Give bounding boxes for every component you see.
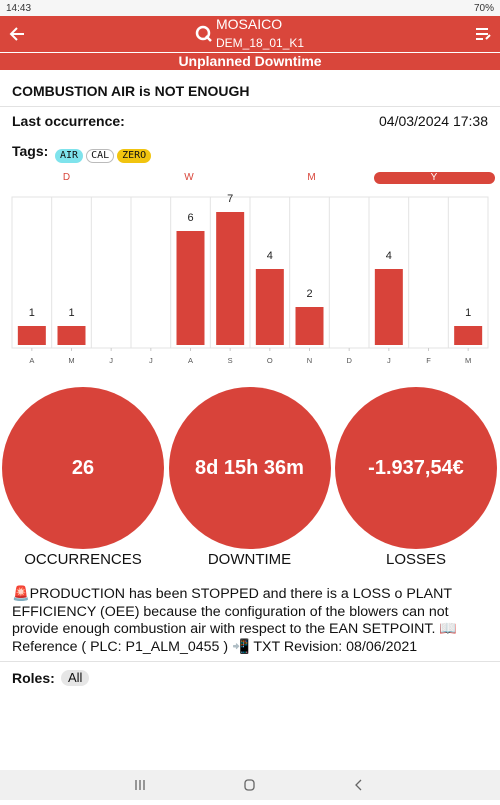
bar: [176, 231, 205, 345]
app-logo: [195, 25, 212, 42]
bar: [295, 307, 324, 345]
bar-value-label: 4: [386, 250, 392, 262]
kpi-label: OCCURRENCES: [24, 551, 142, 568]
x-tick-label: J: [109, 356, 113, 365]
separator: [0, 661, 500, 662]
clock: 14:43: [6, 3, 32, 14]
home-button[interactable]: [244, 779, 255, 791]
x-tick-label: S: [228, 356, 233, 365]
bar-value-label: 1: [68, 307, 74, 319]
x-tick-label: D: [346, 356, 352, 365]
bar: [374, 269, 403, 345]
plant-name: MOSAICO: [216, 16, 283, 32]
description: 🚨PRODUCTION has been STOPPED and there i…: [12, 586, 458, 655]
x-tick-label: N: [307, 356, 312, 365]
kpi-label: LOSSES: [385, 551, 447, 568]
separator: [0, 106, 500, 107]
status-bar: 14:43 70%: [0, 0, 500, 16]
bar: [255, 269, 284, 345]
x-tick-label: J: [387, 356, 391, 365]
bar: [216, 212, 245, 345]
tag: AIR: [55, 149, 84, 163]
kpi-circle: 26: [2, 387, 164, 549]
x-tick-label: O: [267, 356, 273, 365]
navigation-bar: [0, 770, 500, 800]
machine-code: DEM_18_01_K1: [216, 36, 305, 50]
kpi-circle: -1.937,54€: [335, 387, 497, 549]
period-tab[interactable]: M: [307, 172, 316, 183]
last-occurrence-label: Last occurrence:: [12, 113, 125, 129]
x-tick-label: J: [149, 356, 153, 365]
tag: CAL: [86, 149, 115, 163]
recents-button[interactable]: [135, 780, 145, 790]
back-button[interactable]: [8, 24, 28, 44]
bar-value-label: 1: [465, 307, 471, 319]
tag-list: AIR CAL ZERO: [55, 145, 154, 163]
x-tick-label: A: [29, 356, 34, 365]
bar-value-label: 2: [306, 288, 312, 300]
nav-icons: [135, 779, 362, 791]
period-tab[interactable]: D: [62, 172, 71, 183]
x-tick-label: F: [426, 356, 431, 365]
period-tab[interactable]: Y: [373, 172, 495, 184]
bar: [17, 326, 46, 345]
section-title: Unplanned Downtime: [0, 52, 500, 70]
menu-button[interactable]: [474, 26, 492, 42]
x-tick-label: A: [188, 356, 193, 365]
x-tick-label: M: [465, 356, 471, 365]
bar: [454, 326, 483, 345]
kpi-circle: 8d 15h 36m: [168, 387, 331, 549]
kpi-label: DOWNTIME: [207, 551, 292, 568]
app-bar: MOSAICO DEM_18_01_K1: [0, 16, 500, 52]
alarm-title: COMBUSTION AIR is NOT ENOUGH: [12, 83, 250, 99]
bar-chart: 1 A 1 M J J 6 A 7 S 4 O 2 N D 4 J F 1 M: [11, 193, 489, 365]
bar-value-label: 4: [267, 250, 273, 262]
tag: ZERO: [117, 149, 152, 163]
period-tab[interactable]: W: [184, 172, 194, 183]
bar-value-label: 6: [187, 212, 193, 224]
back-nav-button[interactable]: [355, 779, 362, 791]
tags-label: Tags:: [12, 143, 49, 159]
battery: 70%: [473, 3, 494, 14]
x-tick-label: M: [68, 356, 74, 365]
last-occurrence: 04/03/2024 17:38: [379, 113, 488, 129]
bar: [57, 326, 86, 345]
bar-value-label: 1: [29, 307, 35, 319]
role-chip: All: [61, 670, 90, 686]
bar-value-label: 7: [227, 193, 233, 205]
roles-label: Roles:: [12, 670, 55, 686]
